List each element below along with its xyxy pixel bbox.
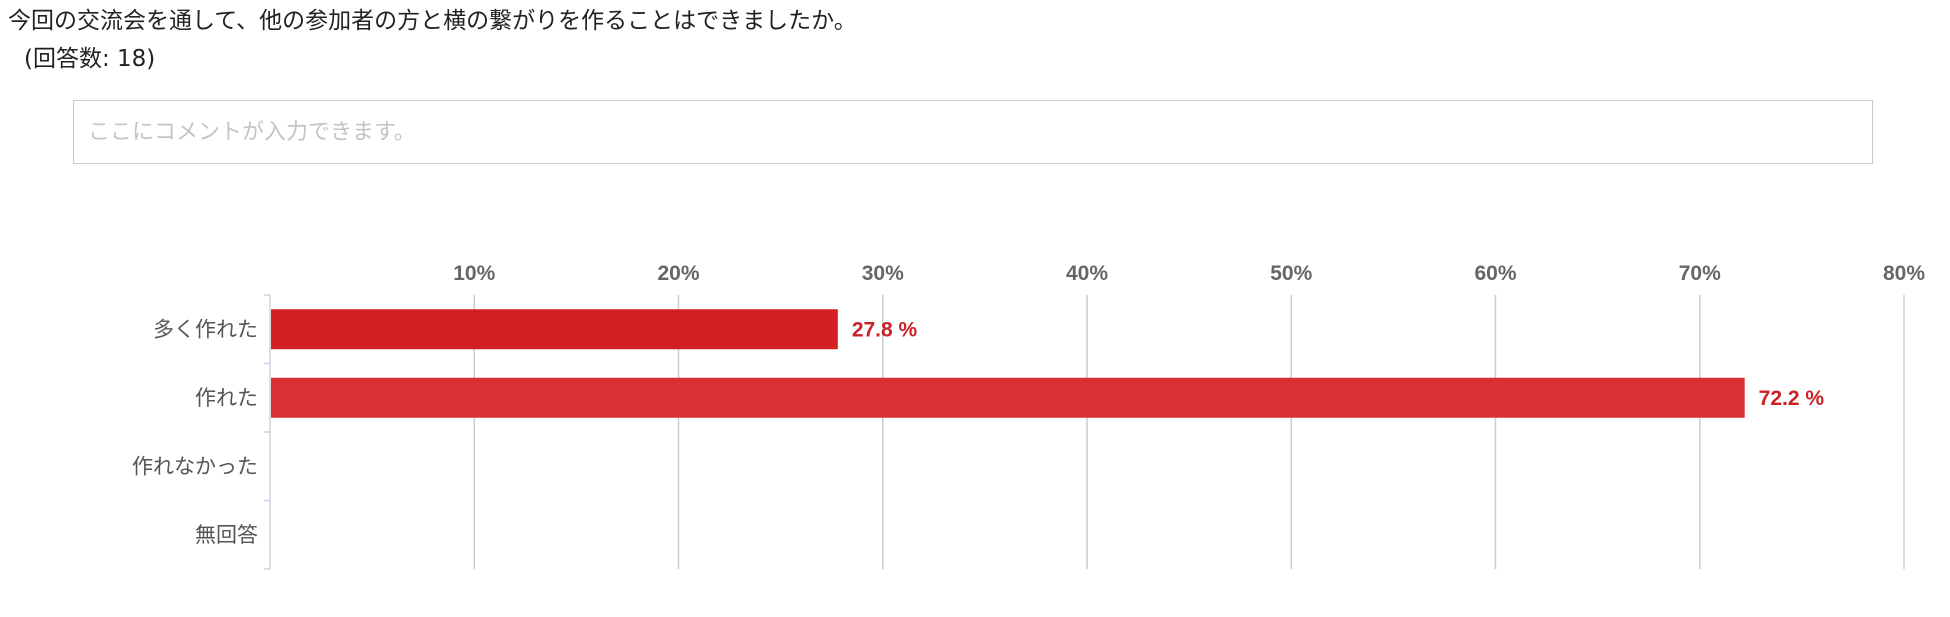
x-tick-label: 10%: [453, 262, 495, 285]
data-label: 27.8 %: [852, 318, 918, 341]
bar-1: [271, 309, 838, 350]
bar-2: [271, 377, 1745, 418]
x-tick-label: 80%: [1883, 262, 1925, 285]
x-tick-label: 50%: [1270, 262, 1312, 285]
x-tick-label: 30%: [862, 262, 904, 285]
category-label: 無回答: [195, 523, 258, 547]
comment-input[interactable]: [73, 100, 1873, 164]
x-tick-label: 40%: [1066, 262, 1108, 285]
x-tick-label: 20%: [657, 262, 699, 285]
response-count: (回答数: 18): [24, 46, 156, 72]
category-label: 作れなかった: [132, 454, 258, 478]
question-text: 今回の交流会を通して、他の参加者の方と横の繋がりを作ることはできましたか。: [8, 8, 857, 34]
x-tick-label: 60%: [1474, 262, 1516, 285]
category-label: 多く作れた: [153, 317, 258, 341]
bar-chart: 10% 20% 30% 40% 50% 60% 70% 80% 多く作れた 27.8 % 作れた 72…: [132, 262, 1925, 570]
data-label: 72.2 %: [1759, 387, 1825, 410]
category-label: 作れた: [195, 386, 258, 410]
x-tick-label: 70%: [1679, 262, 1721, 285]
